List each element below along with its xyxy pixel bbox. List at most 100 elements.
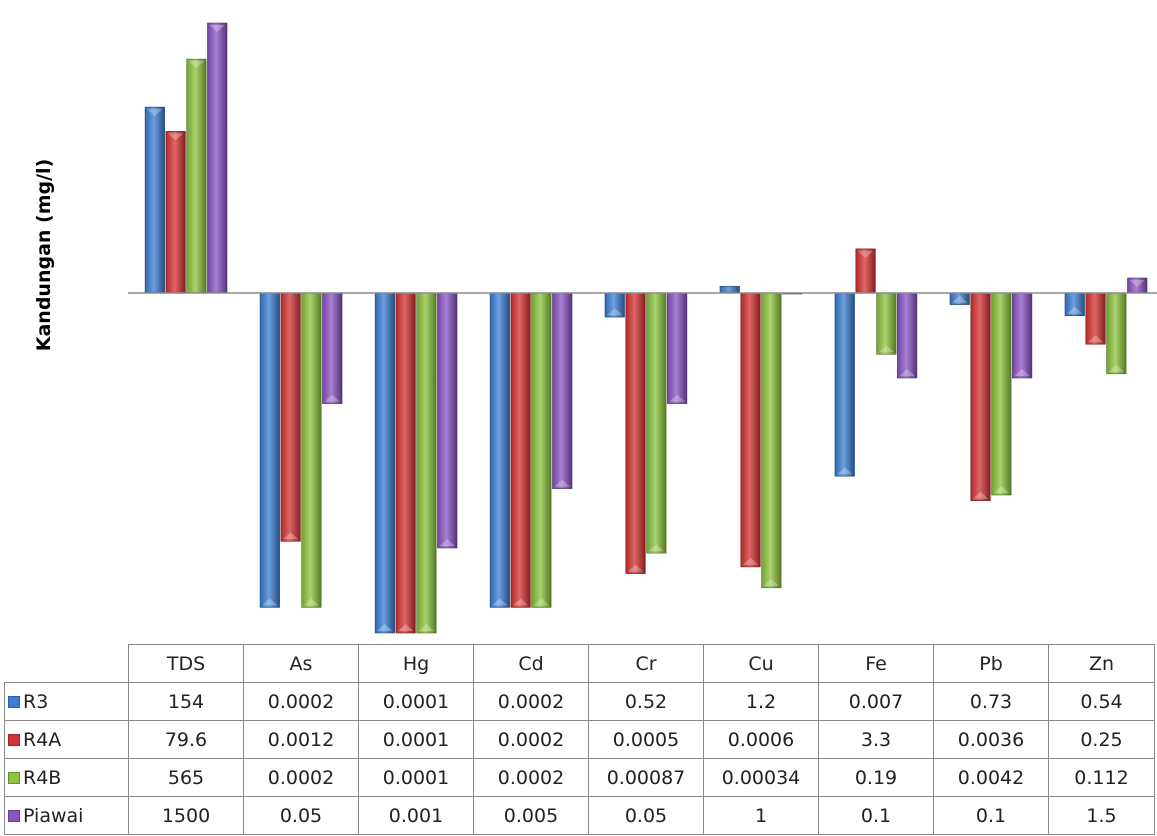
legend-label: Piawai bbox=[23, 804, 84, 827]
table-row-piawai: Piawai 1500 0.05 0.001 0.005 0.05 1 0.1 0.1 1.5 bbox=[4, 796, 1155, 835]
table-cell: 0.54 bbox=[1048, 682, 1155, 721]
bar-r4b-zn bbox=[1106, 292, 1127, 375]
bar-r3-fe bbox=[834, 292, 855, 477]
bar-bevel-r4b-cd bbox=[533, 598, 550, 606]
bar-r4a-pb bbox=[970, 292, 991, 501]
table-cell: 0.0036 bbox=[933, 720, 1049, 759]
bar-piawai-fe bbox=[897, 292, 918, 379]
bar-bevel-r3-pb bbox=[952, 295, 968, 303]
table-cell: 0.05 bbox=[243, 796, 359, 835]
table-cell: 0.005 bbox=[473, 796, 589, 835]
bar-r3-cd bbox=[489, 292, 510, 608]
bar-bevel-r4a-cd bbox=[512, 598, 529, 606]
bar-bevel-r4a-hg bbox=[397, 624, 414, 631]
bar-piawai-as bbox=[322, 292, 343, 404]
bar-bevel-r4a-cu bbox=[742, 557, 759, 565]
bar-r4b-tds bbox=[186, 58, 207, 294]
bar-bevel-piawai-tds bbox=[209, 25, 225, 32]
legend-key-icon bbox=[8, 772, 20, 784]
bar-r4b-pb bbox=[991, 292, 1012, 496]
bar-bevel-piawai-hg bbox=[439, 539, 455, 546]
legend-key-icon bbox=[8, 696, 20, 708]
table-header-pb: Pb bbox=[933, 644, 1049, 683]
bar-bevel-r4a-cr bbox=[627, 564, 644, 572]
table-cell: 0.0012 bbox=[243, 720, 359, 759]
legend-entry-piawai: Piawai bbox=[4, 796, 129, 835]
bar-bevel-r3-cd bbox=[492, 598, 508, 606]
table-row-r3: R3 154 0.0002 0.0001 0.0002 0.52 1.2 0.007 0.73 0… bbox=[4, 682, 1155, 721]
table-cell: 1.2 bbox=[703, 682, 819, 721]
legend-entry-r3: R3 bbox=[4, 682, 129, 721]
bar-piawai-hg bbox=[437, 292, 458, 549]
bar-chart bbox=[128, 22, 1157, 634]
table-header-zn: Zn bbox=[1048, 644, 1155, 683]
table-cell: 154 bbox=[128, 682, 244, 721]
bar-bevel-r4b-hg bbox=[418, 624, 435, 631]
table-cell: 565 bbox=[128, 758, 244, 797]
bar-r3-hg bbox=[374, 292, 395, 634]
bar-r4a-tds bbox=[165, 131, 186, 294]
table-header-tds: TDS bbox=[128, 644, 244, 683]
table-cell: 0.0002 bbox=[473, 758, 589, 797]
bar-piawai-cr bbox=[667, 292, 688, 404]
table-header-cd: Cd bbox=[473, 644, 589, 683]
table-cell: 0.0005 bbox=[588, 720, 704, 759]
table-cell: 0.0002 bbox=[243, 682, 359, 721]
bar-bevel-r4b-fe bbox=[878, 345, 895, 353]
bar-bevel-r4b-cu bbox=[763, 578, 780, 586]
bar-r4a-cu bbox=[740, 292, 761, 568]
bar-bevel-r4a-fe bbox=[857, 250, 874, 258]
bar-bevel-r4b-zn bbox=[1108, 364, 1125, 372]
bar-r3-cu bbox=[719, 285, 740, 294]
table-cell: 0.0002 bbox=[473, 720, 589, 759]
table-cell: 79.6 bbox=[128, 720, 244, 759]
table-cell: 0.001 bbox=[358, 796, 474, 835]
bar-r4b-cr bbox=[646, 292, 667, 554]
table-cell: 0.52 bbox=[588, 682, 704, 721]
table-cell: 0.25 bbox=[1048, 720, 1155, 759]
data-table: TDS As Hg Cd Cr Cu Fe Pb Zn R3 154 0.0002 0.0001 0.0… bbox=[4, 644, 1155, 835]
bar-bevel-piawai-cr bbox=[669, 394, 685, 402]
table-cell: 0.00087 bbox=[588, 758, 704, 797]
legend-key-icon bbox=[8, 734, 20, 746]
table-cell: 0.0006 bbox=[703, 720, 819, 759]
bar-r4a-hg bbox=[395, 292, 416, 634]
bar-r3-tds bbox=[144, 106, 165, 294]
table-cell: 1.5 bbox=[1048, 796, 1155, 835]
table-header-hg: Hg bbox=[358, 644, 474, 683]
table-cell: 3.3 bbox=[818, 720, 934, 759]
table-cell: 0.007 bbox=[818, 682, 934, 721]
bar-bevel-r4a-zn bbox=[1087, 335, 1104, 343]
y-axis-label: Kandungan (mg/l) bbox=[33, 158, 55, 352]
bar-bevel-r4a-tds bbox=[167, 133, 184, 141]
table-header-as: As bbox=[243, 644, 359, 683]
bar-r4b-as bbox=[301, 292, 322, 608]
legend-label: R3 bbox=[23, 690, 49, 713]
bar-bevel-r4b-cr bbox=[648, 544, 665, 552]
table-cell: 0.1 bbox=[818, 796, 934, 835]
bar-r4a-as bbox=[280, 292, 301, 542]
table-header-row: TDS As Hg Cd Cr Cu Fe Pb Zn bbox=[4, 644, 1155, 683]
table-cell: 0.0002 bbox=[473, 682, 589, 721]
table-cell: 0.112 bbox=[1048, 758, 1155, 797]
table-cell: 0.73 bbox=[933, 682, 1049, 721]
legend-label: R4B bbox=[23, 766, 62, 789]
table-header-cr: Cr bbox=[588, 644, 704, 683]
bar-r4b-cu bbox=[761, 292, 782, 589]
bar-bevel-r4a-as bbox=[282, 532, 299, 540]
table-corner-cell bbox=[4, 644, 129, 683]
table-row-r4a: R4A 79.6 0.0012 0.0001 0.0002 0.0005 0.0006 3.3… bbox=[4, 720, 1155, 759]
table-cell: 0.0001 bbox=[358, 758, 474, 797]
bar-piawai-pb bbox=[1012, 292, 1033, 379]
bar-bevel-piawai-zn bbox=[1129, 280, 1145, 287]
legend-entry-r4a: R4A bbox=[4, 720, 129, 759]
bar-bevel-r3-zn bbox=[1067, 306, 1083, 314]
bar-r4b-cd bbox=[531, 292, 552, 608]
table-cell: 0.19 bbox=[818, 758, 934, 797]
legend-key-icon bbox=[8, 810, 20, 822]
bar-r3-as bbox=[259, 292, 280, 608]
bar-bevel-piawai-fe bbox=[899, 369, 915, 376]
bar-bevel-r3-fe bbox=[837, 467, 853, 475]
legend-entry-r4b: R4B bbox=[4, 758, 129, 797]
bar-bevel-r3-hg bbox=[377, 624, 393, 631]
